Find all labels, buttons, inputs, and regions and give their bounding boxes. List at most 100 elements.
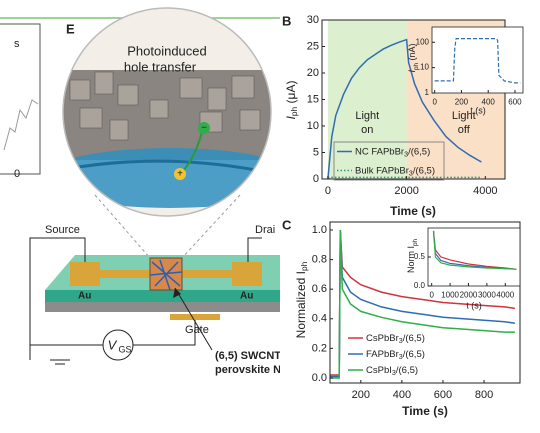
x-axis-label: t (s) bbox=[466, 300, 482, 310]
legend-label: CsPbI3/(6,5) bbox=[366, 365, 418, 377]
x-tick-label: 800 bbox=[475, 389, 493, 401]
region-label: on bbox=[361, 124, 373, 136]
y-label-main: Normalized I bbox=[294, 271, 308, 338]
x-tick-label: 600 bbox=[508, 97, 522, 106]
y-tick-label: 0.8 bbox=[312, 253, 327, 265]
legend-label: Bulk FAPbBr3/(6,5) bbox=[355, 165, 435, 177]
data-line bbox=[432, 230, 517, 270]
x-tick-label: 1000 bbox=[441, 290, 459, 299]
legend-label: FAPbBr3/(6,5) bbox=[366, 349, 425, 361]
fragment-trace bbox=[3, 99, 39, 151]
y-tick-label: 20 bbox=[307, 67, 319, 79]
x-axis-label: Time (s) bbox=[390, 204, 436, 218]
x-tick-label: 2000 bbox=[394, 185, 418, 197]
axes-frame bbox=[431, 26, 524, 94]
hole bbox=[174, 168, 186, 180]
substrate-side bbox=[45, 290, 280, 302]
y-label-main: Norm I bbox=[406, 246, 416, 273]
y-label-unit: (μA) bbox=[284, 81, 298, 107]
fragment-label: 0 bbox=[14, 168, 20, 180]
y-tick-label: 10 bbox=[307, 120, 319, 132]
au-label: Au bbox=[78, 291, 91, 302]
charge-sign: − bbox=[201, 123, 207, 134]
legend-label: CsPbBr3/(6,5) bbox=[366, 333, 425, 345]
plot-area bbox=[428, 228, 520, 286]
region-label: Light bbox=[355, 110, 379, 122]
electron bbox=[198, 122, 210, 134]
y-tick-label: 0.2 bbox=[312, 342, 327, 354]
voltage-source bbox=[102, 329, 134, 361]
y-tick-label: 10 bbox=[420, 63, 429, 72]
x-tick-label: 200 bbox=[455, 97, 469, 106]
x-tick-label: 600 bbox=[434, 389, 452, 401]
nanotubes bbox=[149, 259, 183, 291]
legend-label: NC FAPbBr3/(6,5) bbox=[355, 146, 430, 158]
data-line bbox=[434, 38, 521, 84]
y-tick-label: 15 bbox=[307, 93, 319, 105]
x-tick-label: 200 bbox=[352, 389, 370, 401]
panel-label: B bbox=[282, 13, 291, 28]
source-pad bbox=[70, 262, 100, 286]
y-tick-label: 100 bbox=[416, 37, 430, 46]
x-tick-label: 4000 bbox=[496, 290, 514, 299]
y-tick-label: 1.0 bbox=[312, 224, 327, 236]
y-label-sub: ph bbox=[413, 63, 420, 71]
x-tick-label: 0 bbox=[429, 290, 434, 299]
legend-frame bbox=[333, 141, 445, 181]
transfer-arrow bbox=[181, 131, 203, 173]
y-axis-label: Iph (nA) bbox=[407, 43, 419, 72]
panel-label: E bbox=[66, 21, 75, 36]
title-line: hole transfer bbox=[124, 59, 197, 74]
panel-label: C bbox=[282, 217, 292, 232]
fragment-label: s bbox=[14, 38, 20, 50]
drain-pad bbox=[232, 262, 262, 286]
x-tick-label: 2000 bbox=[460, 290, 478, 299]
y-axis-label: Normalized Iph bbox=[294, 261, 309, 338]
y-tick-label: 0.6 bbox=[312, 283, 327, 295]
vgs-sub: GS bbox=[118, 344, 131, 354]
pointer-head bbox=[173, 288, 181, 298]
x-axis-label: t (s) bbox=[470, 105, 486, 115]
pointer bbox=[174, 287, 213, 351]
y-axis-label: Iph (μA) bbox=[284, 81, 299, 120]
x-tick-label: 0 bbox=[432, 97, 437, 106]
y-tick-label: 1 bbox=[425, 88, 430, 97]
au-label: Au bbox=[240, 291, 253, 302]
y-tick-label: 25 bbox=[307, 40, 319, 52]
wire bbox=[30, 320, 196, 346]
y-label-main: I bbox=[407, 70, 417, 73]
region-label: Light bbox=[452, 110, 476, 122]
y-label-sub: ph bbox=[289, 106, 299, 116]
axes-frame bbox=[329, 221, 521, 384]
x-tick-label: 400 bbox=[482, 97, 496, 106]
annotation: perovskite NC bbox=[215, 364, 289, 376]
gate-label: Gate bbox=[185, 324, 209, 336]
lens-rim bbox=[62, 7, 272, 217]
fragment-frame bbox=[0, 23, 41, 175]
x-tick-label: 3000 bbox=[478, 290, 496, 299]
zoom-line bbox=[94, 194, 151, 259]
y-tick-label: 30 bbox=[307, 14, 319, 26]
title-line: Photoinduced bbox=[127, 43, 207, 58]
x-axis-label: Time (s) bbox=[402, 404, 448, 418]
plot-area bbox=[432, 27, 523, 93]
y-label-sub: ph bbox=[412, 239, 419, 247]
x-tick-label: 400 bbox=[393, 389, 411, 401]
vgs-label: V bbox=[108, 337, 118, 352]
y-tick-label: 0 bbox=[313, 173, 319, 185]
gate-electrode bbox=[170, 314, 220, 320]
y-axis-label: Norm Iph bbox=[406, 239, 418, 274]
data-line bbox=[330, 229, 515, 379]
wire bbox=[29, 237, 86, 365]
y-label-main: I bbox=[284, 115, 298, 119]
annotation: (6,5) SWCNT bbox=[215, 350, 281, 362]
y-label-unit: (nA) bbox=[407, 43, 417, 63]
y-label-sub: ph bbox=[299, 261, 309, 271]
charge-sign: + bbox=[177, 169, 183, 180]
magnified-view bbox=[63, 8, 271, 216]
gate-layer bbox=[45, 302, 280, 312]
region-label: off bbox=[458, 124, 471, 136]
y-tick-label: 0.5 bbox=[414, 252, 426, 261]
data-line bbox=[327, 38, 482, 179]
